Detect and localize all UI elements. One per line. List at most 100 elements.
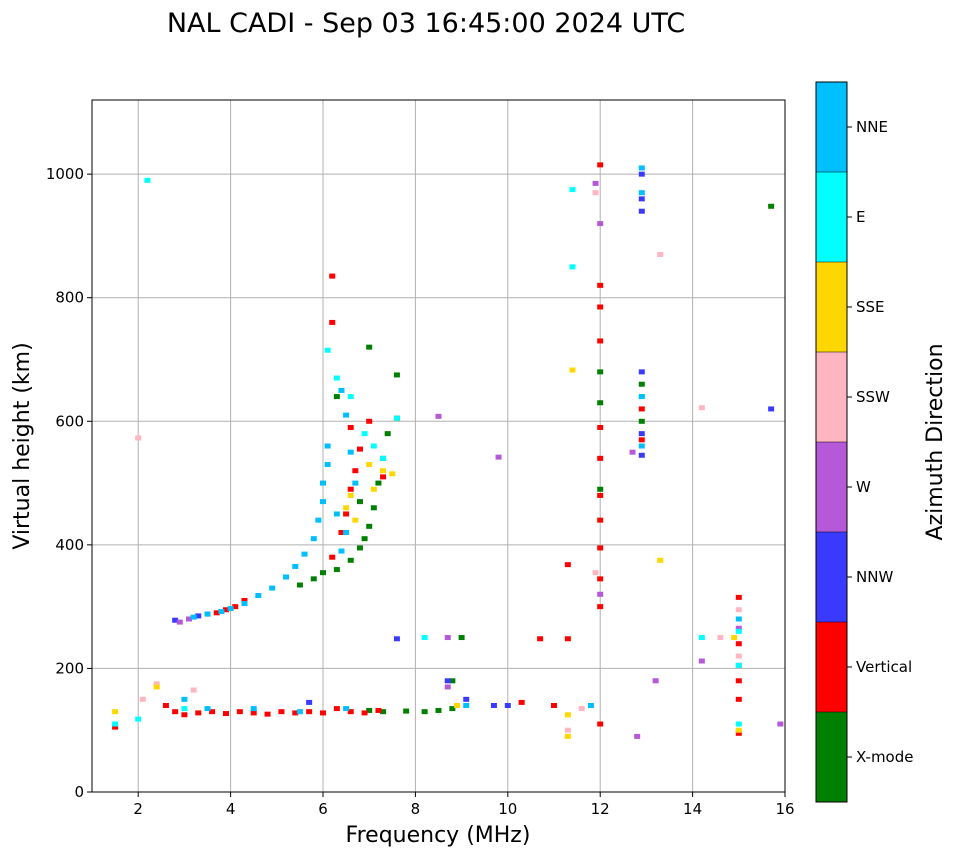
data-point-sse xyxy=(343,505,350,511)
data-point-x-mode xyxy=(384,431,391,437)
colorbar-label: X-mode xyxy=(856,748,913,766)
data-point-vertical xyxy=(278,709,285,715)
data-point-vertical xyxy=(333,706,340,712)
data-point-sse xyxy=(366,462,373,468)
data-point-x-mode xyxy=(320,570,326,576)
data-point-w xyxy=(652,678,659,684)
data-point-ssw xyxy=(139,696,146,702)
data-point-w xyxy=(634,733,641,739)
data-point-e xyxy=(333,375,340,381)
data-point-x-mode xyxy=(310,576,317,582)
data-point-vertical xyxy=(338,530,345,535)
data-point-x-mode xyxy=(458,635,465,641)
data-point-vertical xyxy=(329,554,336,560)
data-point-vertical xyxy=(264,711,271,717)
colorbar-segment xyxy=(816,262,847,352)
data-point-x-mode xyxy=(380,709,387,715)
data-point-nne xyxy=(638,165,645,171)
data-point-nnw xyxy=(490,703,497,708)
data-point-vertical xyxy=(375,707,382,713)
data-point-vertical xyxy=(564,562,571,568)
x-tick-label: 4 xyxy=(226,800,236,818)
data-point-nne xyxy=(638,443,645,449)
data-point-nnw xyxy=(638,196,645,202)
data-point-x-mode xyxy=(366,344,373,350)
data-point-nne xyxy=(204,706,211,712)
colorbar-frame xyxy=(815,81,848,803)
data-point-sse xyxy=(731,635,738,641)
data-point-ssw xyxy=(657,251,664,257)
data-point-vertical xyxy=(597,162,604,168)
data-point-e xyxy=(361,431,368,437)
data-point-sse xyxy=(347,492,354,498)
data-point-vertical xyxy=(347,709,354,715)
data-point-nne xyxy=(250,706,257,712)
data-point-nnw xyxy=(172,617,179,623)
colorbar: X-mode Vertical NNW W SSW SSE E NNE xyxy=(815,81,913,803)
data-point-sse xyxy=(564,712,571,718)
data-point-nne xyxy=(310,536,317,542)
data-point-x-mode xyxy=(403,708,410,714)
data-point-nne xyxy=(343,412,350,418)
data-point-sse xyxy=(352,517,359,523)
data-point-nne xyxy=(587,703,594,708)
data-point-nne xyxy=(181,696,188,702)
data-point-nne xyxy=(283,574,290,580)
y-tick-label: 800 xyxy=(55,289,84,307)
data-point-sse xyxy=(153,684,160,690)
x-tick-label: 8 xyxy=(411,800,421,818)
data-point-sse xyxy=(380,468,387,474)
data-point-vertical xyxy=(366,418,373,424)
data-point-nnw xyxy=(768,406,775,412)
data-point-ssw xyxy=(592,570,599,576)
data-point-nne xyxy=(343,530,350,535)
data-point-e xyxy=(735,662,742,668)
data-point-nne xyxy=(347,449,354,455)
data-point-w xyxy=(698,658,705,664)
data-point-vertical xyxy=(597,282,604,288)
data-point-w xyxy=(735,625,742,631)
x-tick-label: 2 xyxy=(133,800,143,818)
data-point-vertical xyxy=(181,712,188,718)
data-point-nne xyxy=(333,511,340,517)
data-point-nnw xyxy=(195,613,202,619)
data-point-e xyxy=(393,415,400,421)
data-point-e xyxy=(112,721,119,727)
data-point-nnw xyxy=(504,703,511,708)
data-point-x-mode xyxy=(333,394,340,400)
data-point-vertical xyxy=(213,610,220,616)
data-point-x-mode xyxy=(375,480,382,486)
data-point-nne xyxy=(352,480,359,486)
data-point-w xyxy=(592,180,599,186)
data-point-vertical xyxy=(172,709,179,715)
data-point-vertical xyxy=(735,730,742,736)
data-point-x-mode xyxy=(435,707,442,713)
data-point-vertical xyxy=(735,696,742,702)
data-point-vertical xyxy=(380,474,387,480)
data-point-vertical xyxy=(292,710,299,716)
data-point-nnw xyxy=(638,452,645,458)
data-point-vertical xyxy=(361,710,368,716)
data-point-ssw xyxy=(735,653,742,659)
data-point-e xyxy=(698,635,705,641)
data-point-ssw xyxy=(698,405,705,411)
colorbar-label: NNW xyxy=(856,568,893,586)
data-point-nnw xyxy=(638,208,645,214)
y-tick-label: 600 xyxy=(55,412,84,430)
y-tick-label: 400 xyxy=(55,536,84,554)
data-point-x-mode xyxy=(356,499,363,505)
data-point-vertical xyxy=(352,468,359,474)
data-point-vertical xyxy=(222,711,229,717)
x-tick-label: 16 xyxy=(775,800,794,818)
colorbar-segment xyxy=(816,82,847,172)
data-point-w xyxy=(629,449,636,455)
data-point-nne xyxy=(269,585,276,591)
x-axis-label: Frequency (MHz) xyxy=(346,823,531,848)
y-axis-label: Virtual height (km) xyxy=(10,342,35,549)
y-tick-label: 0 xyxy=(74,783,84,801)
data-point-sse xyxy=(735,727,742,733)
data-point-vertical xyxy=(320,710,326,716)
data-point-nne xyxy=(227,605,234,611)
data-point-nne xyxy=(324,462,331,468)
data-point-vertical xyxy=(597,424,604,430)
